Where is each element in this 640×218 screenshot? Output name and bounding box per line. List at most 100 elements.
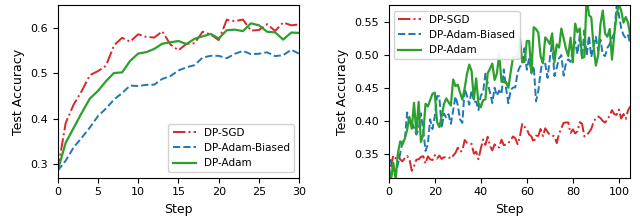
DP-SGD — [199, 31, 207, 33]
Line: DP-SGD: DP-SGD — [388, 106, 630, 171]
DP-SGD — [239, 18, 247, 21]
DP-SGD — [553, 142, 561, 145]
DP-Adam — [166, 41, 174, 44]
DP-SGD — [207, 33, 214, 36]
DP-Adam-Biased — [271, 55, 279, 57]
DP-SGD — [279, 21, 287, 24]
DP-SGD — [385, 164, 392, 167]
DP-Adam — [134, 52, 142, 55]
DP-Adam-Biased — [385, 164, 392, 167]
DP-Adam — [247, 22, 255, 25]
X-axis label: Step: Step — [164, 203, 193, 216]
DP-SGD — [408, 169, 415, 172]
DP-Adam-Biased — [191, 64, 198, 66]
DP-Adam — [287, 31, 295, 34]
DP-Adam — [527, 72, 535, 75]
DP-SGD — [527, 135, 535, 138]
DP-SGD — [118, 36, 126, 39]
DP-Adam-Biased — [166, 75, 174, 77]
DP-Adam — [175, 40, 182, 42]
DP-Adam-Biased — [394, 163, 402, 165]
Line: DP-Adam: DP-Adam — [58, 23, 300, 171]
DP-Adam — [387, 179, 395, 182]
DP-Adam-Biased — [231, 53, 239, 55]
DP-SGD — [287, 24, 295, 27]
DP-Adam — [530, 26, 538, 29]
Y-axis label: Test Accuracy: Test Accuracy — [336, 48, 349, 135]
DP-SGD — [627, 105, 634, 108]
DP-Adam — [191, 37, 198, 40]
DP-Adam — [544, 39, 552, 41]
Line: DP-Adam-Biased: DP-Adam-Biased — [388, 5, 630, 176]
DP-SGD — [191, 42, 198, 44]
DP-SGD — [247, 29, 255, 32]
DP-Adam — [553, 43, 561, 46]
DP-Adam-Biased — [296, 53, 303, 55]
DP-Adam-Biased — [223, 57, 230, 60]
DP-Adam-Biased — [78, 136, 86, 139]
DP-Adam-Biased — [86, 126, 93, 129]
DP-Adam — [142, 51, 150, 53]
DP-Adam-Biased — [215, 54, 223, 57]
DP-Adam — [126, 60, 134, 62]
DP-Adam-Biased — [159, 78, 166, 80]
DP-Adam — [118, 71, 126, 74]
DP-Adam — [207, 33, 214, 35]
DP-Adam-Biased — [392, 174, 399, 177]
DP-SGD — [166, 43, 174, 46]
DP-Adam-Biased — [530, 65, 538, 67]
DP-Adam — [110, 72, 118, 74]
DP-SGD — [126, 40, 134, 43]
DP-Adam — [239, 30, 247, 32]
DP-Adam-Biased — [182, 66, 190, 69]
Legend: DP-SGD, DP-Adam-Biased, DP-Adam: DP-SGD, DP-Adam-Biased, DP-Adam — [168, 124, 294, 172]
DP-Adam-Biased — [142, 83, 150, 86]
DP-Adam-Biased — [263, 51, 271, 54]
DP-Adam-Biased — [102, 107, 110, 110]
DP-SGD — [70, 103, 77, 106]
DP-Adam — [296, 32, 303, 34]
DP-Adam — [86, 97, 93, 100]
DP-SGD — [530, 141, 538, 144]
DP-Adam-Biased — [118, 92, 126, 94]
DP-Adam-Biased — [247, 53, 255, 55]
DP-SGD — [223, 19, 230, 21]
DP-Adam-Biased — [134, 85, 142, 87]
DP-Adam — [70, 126, 77, 129]
DP-Adam — [627, 35, 634, 38]
DP-Adam — [394, 152, 402, 155]
DP-Adam-Biased — [207, 54, 214, 57]
DP-SGD — [182, 43, 190, 45]
DP-SGD — [78, 90, 86, 92]
DP-Adam — [159, 42, 166, 45]
DP-Adam — [263, 31, 271, 33]
DP-Adam-Biased — [239, 50, 247, 52]
DP-SGD — [110, 44, 118, 47]
DP-Adam — [271, 31, 279, 34]
DP-Adam — [599, 9, 607, 12]
DP-Adam-Biased — [110, 98, 118, 101]
DP-Adam — [279, 38, 287, 41]
DP-Adam — [62, 141, 70, 144]
DP-Adam-Biased — [627, 43, 634, 46]
DP-SGD — [62, 122, 70, 124]
Line: DP-Adam-Biased: DP-Adam-Biased — [58, 50, 300, 171]
DP-Adam-Biased — [527, 71, 535, 74]
DP-SGD — [271, 30, 279, 32]
DP-SGD — [54, 170, 61, 172]
DP-Adam — [78, 111, 86, 114]
DP-Adam-Biased — [54, 170, 61, 172]
DP-SGD — [134, 33, 142, 36]
DP-Adam-Biased — [553, 66, 561, 69]
DP-SGD — [175, 49, 182, 52]
DP-Adam-Biased — [279, 54, 287, 56]
DP-Adam — [199, 35, 207, 38]
Line: DP-Adam: DP-Adam — [388, 0, 630, 180]
DP-SGD — [102, 65, 110, 67]
DP-SGD — [296, 23, 303, 26]
DP-Adam-Biased — [70, 146, 77, 149]
DP-Adam-Biased — [62, 159, 70, 162]
DP-SGD — [94, 70, 102, 72]
DP-Adam — [94, 90, 102, 92]
DP-Adam-Biased — [255, 53, 263, 55]
